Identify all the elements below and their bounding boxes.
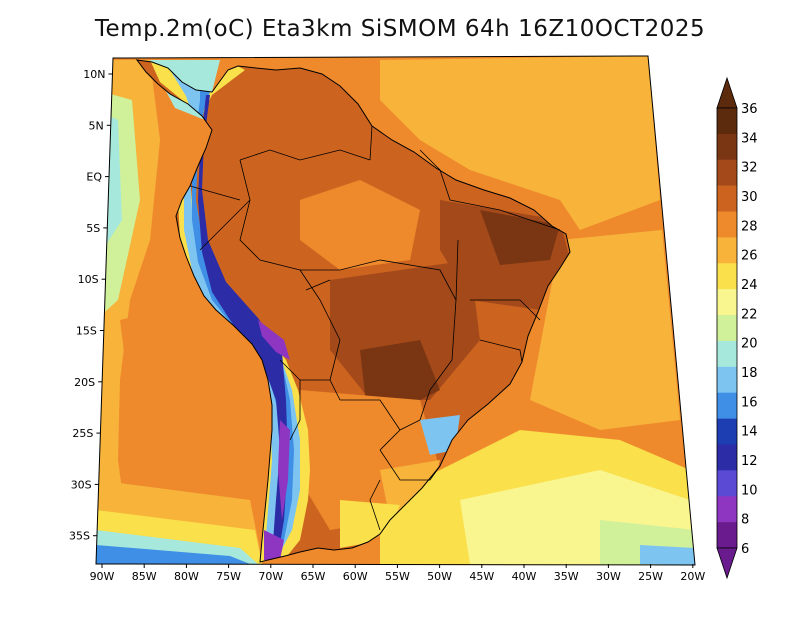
colorbar-label: 16 [741,395,758,410]
lat-label: 5S [86,222,100,235]
colorbar-label: 26 [741,249,758,264]
colorbar-segment [717,366,737,394]
lon-label: 35W [554,570,579,583]
lat-label: 15S [76,325,97,338]
colorbar-segment [717,133,737,161]
lon-label: 65W [301,570,326,583]
colorbar: 36 34 32 30 28 26 24 22 20 18 16 14 12 10 8 6 [716,76,758,580]
lat-label: EQ [86,171,102,184]
colorbar-top-arrow [716,76,738,109]
colorbar-segment [717,289,737,316]
map-title: Temp.2m(oC) Eta3km SiSMOM 64h 16Z10OCT20… [94,16,706,42]
colorbar-segment [717,522,737,549]
colorbar-bottom-arrow [716,547,738,580]
lon-label: 60W [343,570,368,583]
colorbar-label: 22 [741,307,758,322]
colorbar-label: 8 [741,513,749,528]
colorbar-label: 18 [741,366,758,381]
lat-label: 10N [83,68,105,81]
lon-label: 30W [596,570,621,583]
lat-label: 30S [71,478,92,491]
lat-label: 20S [74,376,95,389]
colorbar-segment [717,211,737,238]
colorbar-label: 24 [741,278,758,293]
lat-label: 35S [69,530,90,543]
colorbar-label: 32 [741,161,758,176]
colorbar-segment [717,263,737,290]
colorbar-label: 6 [741,542,749,557]
colorbar-label: 30 [741,190,758,205]
lon-label: 55W [385,570,410,583]
lat-label: 10S [78,273,99,286]
colorbar-segment [717,418,737,445]
colorbar-label: 34 [741,131,758,146]
map-frame [95,55,696,566]
lon-label: 75W [216,570,241,583]
colorbar-segment [717,444,737,471]
lat-label: 5N [89,119,104,132]
colorbar-segment [717,315,737,342]
lon-label: 85W [132,570,157,583]
lon-label: 45W [469,570,494,583]
colorbar-segment [717,392,737,419]
colorbar-segment [717,340,737,368]
colorbar-segment [717,159,737,186]
colorbar-label: 10 [741,483,758,498]
lat-label: 25S [72,427,93,440]
colorbar-label: 36 [741,102,758,117]
latitude-axis: 10N 5N EQ 5S 10S 15S 20S 25S 30S 35S [69,68,113,543]
lon-label: 50W [427,570,452,583]
lon-label: 80W [174,570,199,583]
colorbar-label: 14 [741,425,758,440]
lon-label: 40W [512,570,537,583]
lon-label: 25W [638,570,663,583]
colorbar-segment [717,108,737,135]
longitude-axis: 90W 85W 80W 75W 70W 65W 60W 55W 50W 45W 40W 35W 30W 2… [90,564,705,583]
lon-label: 70W [258,570,283,583]
country-borders [189,125,561,531]
colorbar-label: 20 [741,337,758,352]
colorbar-segment [717,185,737,212]
colorbar-label: 12 [741,454,758,469]
colorbar-segment [717,470,737,497]
lon-label: 90W [90,570,115,583]
colorbar-label: 28 [741,219,758,234]
lon-label: 20W [680,570,705,583]
colorbar-segment [717,237,737,264]
colorbar-segment [717,496,737,523]
